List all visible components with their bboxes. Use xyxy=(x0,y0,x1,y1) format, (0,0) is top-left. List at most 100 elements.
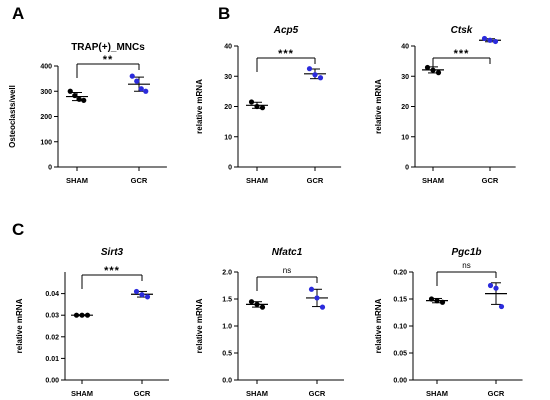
series-sham xyxy=(71,312,93,318)
data-point xyxy=(428,296,435,302)
data-point xyxy=(259,105,266,111)
y-tick-label: 300 xyxy=(40,89,52,96)
plot-panels: TRAP(+)_MNCsOsteoclasts/well010020030040… xyxy=(8,25,523,398)
y-tick-label: 20 xyxy=(401,104,409,111)
series-sham xyxy=(246,99,268,111)
series-sham xyxy=(66,88,88,103)
chart-pgc1b: Pgc1b relative mRNA 0.00 0.05 0.10 0.15 0.20 SH… xyxy=(374,247,523,398)
y-tick-label: 40 xyxy=(224,44,232,51)
data-point xyxy=(424,64,431,71)
data-point xyxy=(492,38,499,45)
data-point xyxy=(79,312,85,318)
panel-letter-a: A xyxy=(12,4,24,23)
data-point xyxy=(76,96,82,102)
chart-ctsk: Ctsk relative mRNA 0 10 20 30 40 SHAM GCR *** xyxy=(374,25,516,185)
significance-label: *** xyxy=(454,48,470,60)
data-point xyxy=(254,103,260,110)
significance-label: *** xyxy=(278,48,294,60)
y-tick-label: 1.0 xyxy=(222,324,232,331)
data-point xyxy=(143,88,149,94)
series-sham xyxy=(246,299,268,310)
chart-title: TRAP(+)_MNCs xyxy=(71,42,145,53)
significance-label: ns xyxy=(462,261,470,270)
x-tick-label: GCR xyxy=(134,389,151,398)
chart-title: Pgc1b xyxy=(451,247,481,258)
series-gcr xyxy=(479,35,501,45)
data-point xyxy=(72,92,78,99)
y-tick-label: 400 xyxy=(40,64,52,71)
y-tick-label: 30 xyxy=(401,74,409,81)
series-gcr xyxy=(131,288,153,300)
significance-label: ** xyxy=(103,54,114,66)
data-point xyxy=(67,88,73,94)
y-tick-label: 0.00 xyxy=(393,378,407,385)
significance-label: *** xyxy=(104,265,120,277)
y-tick-label: 0.03 xyxy=(45,313,59,320)
x-tick-label: SHAM xyxy=(66,176,88,185)
data-point xyxy=(139,292,145,298)
data-point xyxy=(84,312,91,318)
series-gcr xyxy=(304,66,326,81)
data-point xyxy=(138,86,144,92)
x-tick-label: SHAM xyxy=(246,389,268,398)
y-tick-label: 0.02 xyxy=(45,334,59,341)
y-tick-label: 1.5 xyxy=(222,297,232,304)
x-tick-label: SHAM xyxy=(246,176,268,185)
data-point xyxy=(144,294,151,300)
data-point xyxy=(317,75,324,81)
data-point xyxy=(73,312,80,318)
y-axis-label: relative mRNA xyxy=(374,298,383,353)
chart-nfatc1: Nfatc1 relative mRNA 0.0 0.5 1.0 1.5 2.0 SHAM GC… xyxy=(195,247,344,398)
y-tick-label: 0.20 xyxy=(393,270,407,277)
chart-acp5: Acp5 relative mRNA 0 10 20 30 40 SHAM GCR *** xyxy=(195,25,342,185)
data-point xyxy=(248,99,255,105)
data-point xyxy=(134,78,140,84)
data-point xyxy=(498,303,505,310)
data-point xyxy=(259,304,266,310)
data-point xyxy=(81,97,87,103)
x-tick-label: SHAM xyxy=(426,389,448,398)
y-tick-label: 0.01 xyxy=(45,356,59,363)
data-point xyxy=(439,299,446,305)
series-gcr xyxy=(128,73,150,94)
panel-letter-b: B xyxy=(218,4,230,23)
data-point xyxy=(434,298,440,304)
y-tick-label: 0 xyxy=(405,165,409,172)
y-tick-label: 2.0 xyxy=(222,270,232,277)
x-tick-label: SHAM xyxy=(71,389,93,398)
y-tick-label: 0 xyxy=(48,165,52,172)
panel-letter-c: C xyxy=(12,220,24,239)
x-tick-label: GCR xyxy=(307,176,324,185)
data-point xyxy=(129,73,135,79)
data-point xyxy=(248,299,255,305)
data-point xyxy=(133,288,140,295)
y-tick-label: 10 xyxy=(401,134,409,141)
y-tick-label: 40 xyxy=(401,44,409,51)
y-tick-label: 0.04 xyxy=(45,291,59,298)
data-point xyxy=(435,70,442,76)
y-tick-label: 0.10 xyxy=(393,324,407,331)
y-tick-label: 0.00 xyxy=(45,378,59,385)
y-axis-label: relative mRNA xyxy=(15,298,24,353)
y-axis-label: relative mRNA xyxy=(374,79,383,134)
data-point xyxy=(493,285,499,291)
chart-trap-mncs: TRAP(+)_MNCs Osteoclasts/well 0 100 200 300 40… xyxy=(8,42,167,185)
y-tick-label: 0.05 xyxy=(393,351,407,358)
chart-title: Nfatc1 xyxy=(272,247,303,258)
x-tick-label: GCR xyxy=(482,176,499,185)
y-tick-label: 0.5 xyxy=(222,351,232,358)
significance-label: ns xyxy=(283,266,291,275)
data-point xyxy=(319,304,326,310)
chart-title: Ctsk xyxy=(451,25,473,36)
y-tick-label: 0.15 xyxy=(393,297,407,304)
chart-title: Acp5 xyxy=(273,25,299,36)
y-tick-label: 10 xyxy=(224,134,232,141)
y-tick-label: 30 xyxy=(224,74,232,81)
series-sham xyxy=(426,296,448,305)
y-axis-label: relative mRNA xyxy=(195,298,204,353)
data-point xyxy=(487,37,493,43)
x-tick-label: GCR xyxy=(309,389,326,398)
y-tick-label: 0 xyxy=(228,165,232,172)
y-tick-label: 20 xyxy=(224,104,232,111)
